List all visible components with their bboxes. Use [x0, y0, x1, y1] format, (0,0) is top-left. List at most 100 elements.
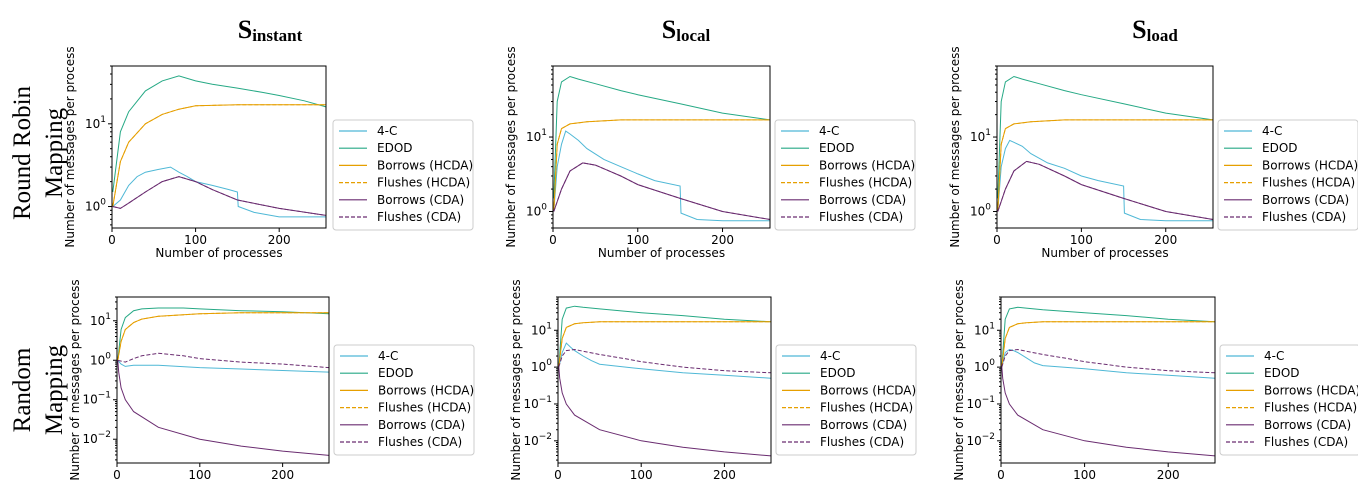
column-title-main: S — [662, 15, 676, 44]
legend-label: Borrows (HCDA) — [819, 158, 915, 172]
legend-label: Flushes (HCDA) — [820, 401, 913, 415]
y-tick-label: 10−1 — [82, 391, 111, 407]
series-borrows-hcda- — [1001, 321, 1215, 368]
series-borrows-hcda- — [997, 119, 1213, 212]
legend-label: Borrows (CDA) — [377, 193, 464, 207]
y-tick-label: 10−1 — [966, 395, 995, 411]
row-label-0: Round Robin Mapping — [9, 85, 68, 220]
legend-label: Borrows (HCDA) — [378, 383, 474, 397]
column-title-main: S — [238, 15, 252, 44]
plot-frame — [1000, 296, 1216, 464]
legend-box — [774, 119, 916, 231]
series-edod — [117, 307, 330, 361]
series-flushes-cda- — [558, 348, 772, 374]
legend-label: Flushes (CDA) — [1262, 210, 1346, 224]
series-borrows-cda- — [1001, 367, 1216, 457]
legend-label: EDOD — [377, 141, 413, 155]
legend-label: Borrows (HCDA) — [377, 158, 473, 172]
y-axis-label-group: Number of messages per process — [952, 279, 966, 480]
series-borrows-hcda- — [112, 104, 326, 207]
y-tick-label: 101 — [531, 321, 552, 337]
legend-label: Borrows (CDA) — [1262, 193, 1349, 207]
legend-label: Flushes (CDA) — [1264, 435, 1348, 449]
x-axis-label: Number of processes — [155, 246, 282, 260]
x-tick-label: 0 — [108, 233, 116, 247]
legend-box — [1219, 344, 1358, 456]
row-label-line1: Round Robin — [9, 85, 36, 220]
series-4-c — [117, 359, 330, 373]
y-tick-label: 100 — [85, 198, 106, 214]
series-flushes-cda- — [1001, 348, 1216, 374]
legend: 4-C EDOD Borrows (HCDA) Flushes (HCDA) Borro… — [333, 344, 475, 456]
legend-box — [1217, 119, 1358, 231]
column-title-subscript: local — [676, 26, 710, 45]
x-tick-label: 100 — [184, 233, 207, 247]
x-tick-label: 200 — [1157, 468, 1180, 482]
y-axis-label: Number of messages per process — [68, 279, 82, 480]
legend-label: Borrows (CDA) — [819, 193, 906, 207]
legend-label: Flushes (HCDA) — [377, 176, 470, 190]
x-axis-label: Number of processes — [598, 246, 725, 260]
y-axis-label-group: Number of messages per process — [63, 46, 77, 247]
y-tick-label: 100 — [90, 351, 111, 367]
legend-label: 4-C — [377, 124, 397, 138]
series-edod — [112, 75, 327, 193]
legend-label: Flushes (CDA) — [377, 210, 461, 224]
y-tick-label: 100 — [970, 202, 991, 218]
legend-label: Borrows (HCDA) — [1264, 383, 1358, 397]
y-axis-label-group: Number of messages per process — [68, 279, 82, 480]
column-title-load: Sload — [1132, 15, 1178, 45]
legend-label: EDOD — [819, 141, 855, 155]
x-tick-label: 100 — [188, 468, 211, 482]
series-flushes-hcda- — [112, 104, 326, 207]
y-tick-label: 101 — [970, 128, 991, 144]
plot-frame — [996, 65, 1214, 229]
series-4-c — [558, 342, 772, 379]
legend-label: Flushes (HCDA) — [378, 401, 471, 415]
legend-label: Flushes (HCDA) — [819, 176, 912, 190]
legend-box — [332, 119, 474, 231]
x-tick-label: 100 — [626, 233, 649, 247]
x-tick-label: 0 — [549, 233, 557, 247]
x-axis-label: Number of processes — [1041, 246, 1168, 260]
plot-frame — [557, 296, 772, 464]
series-flushes-cda- — [553, 162, 771, 220]
series-flushes-cda- — [112, 176, 327, 216]
y-tick-label: 100 — [531, 358, 552, 374]
row-label-line2: Mapping — [41, 344, 68, 435]
y-tick-label: 10−1 — [523, 395, 552, 411]
series-flushes-hcda- — [997, 119, 1213, 212]
series-4-c — [1001, 348, 1216, 379]
series-edod — [558, 305, 772, 368]
x-tick-label: 200 — [713, 468, 736, 482]
legend-label: Borrows (CDA) — [820, 418, 907, 432]
chart-panel-2: 0 100 200 100 101 Number of processes Number o… — [948, 46, 1358, 260]
legend: 4-C EDOD Borrows (HCDA) Flushes (HCDA) Borro… — [1217, 119, 1358, 231]
y-axis-label-group: Number of messages per process — [948, 46, 962, 247]
legend-label: 4-C — [819, 124, 839, 138]
legend-label: EDOD — [820, 366, 856, 380]
series-borrows-cda- — [117, 360, 330, 456]
y-tick-label: 101 — [526, 128, 547, 144]
series-borrows-cda- — [558, 367, 772, 457]
column-title-instant: Sinstant — [238, 15, 303, 45]
y-axis-label-group: Number of messages per process — [509, 279, 523, 480]
legend-box — [775, 344, 917, 456]
legend: 4-C EDOD Borrows (HCDA) Flushes (HCDA) Borro… — [774, 119, 916, 231]
plot-frame — [111, 65, 327, 229]
legend-label: Borrows (HCDA) — [820, 383, 916, 397]
series-borrows-hcda- — [117, 312, 329, 361]
legend: 4-C EDOD Borrows (HCDA) Flushes (HCDA) Borro… — [775, 344, 917, 456]
y-axis-label-group: Number of messages per process — [504, 46, 518, 247]
series-flushes-cda- — [997, 160, 1214, 220]
x-tick-label: 200 — [711, 233, 734, 247]
y-tick-label: 10−2 — [966, 432, 995, 448]
series-borrows-hcda- — [553, 119, 770, 212]
series-edod — [553, 75, 771, 199]
legend-label: 4-C — [1264, 349, 1284, 363]
x-tick-label: 0 — [554, 468, 562, 482]
series-borrows-cda- — [112, 176, 327, 216]
x-tick-label: 200 — [268, 233, 291, 247]
plot-frame — [116, 296, 330, 464]
y-tick-label: 10−2 — [523, 432, 552, 448]
